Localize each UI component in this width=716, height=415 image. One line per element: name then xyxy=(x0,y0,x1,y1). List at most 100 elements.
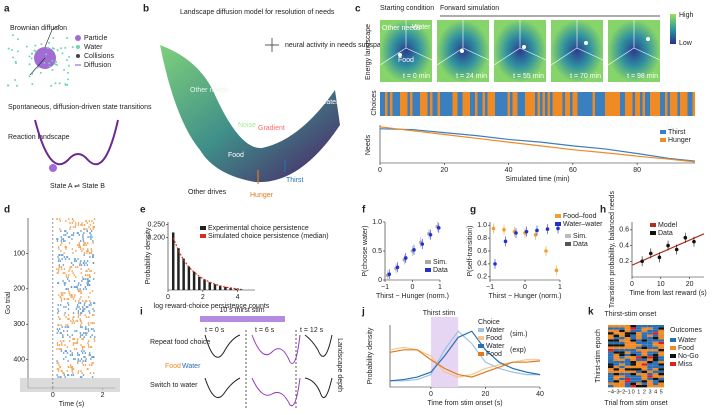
diffusion-path xyxy=(29,24,61,76)
water-dot xyxy=(47,46,50,49)
panel-label: d xyxy=(4,205,10,216)
cell xyxy=(652,329,659,333)
lick xyxy=(89,336,92,338)
lick xyxy=(92,242,94,244)
lick xyxy=(64,282,67,284)
cell xyxy=(613,325,620,328)
lick xyxy=(58,248,60,250)
cell xyxy=(613,373,620,376)
region-label: Other needs xyxy=(190,87,229,94)
choice xyxy=(417,92,420,116)
choice xyxy=(565,92,568,116)
lick xyxy=(86,332,88,334)
states: State A ⇌ State B xyxy=(50,183,105,190)
lick xyxy=(90,250,93,252)
lick xyxy=(81,362,84,364)
cell xyxy=(647,380,653,383)
water-dot xyxy=(71,46,74,49)
lick xyxy=(93,302,96,304)
lick xyxy=(89,232,91,234)
cell xyxy=(619,358,625,361)
bar xyxy=(213,284,217,290)
lick xyxy=(87,322,90,324)
lick xyxy=(60,344,63,346)
cell xyxy=(630,382,636,385)
x-tick-label: 1 xyxy=(558,284,562,291)
bar xyxy=(171,232,175,290)
cell xyxy=(624,334,631,337)
lick xyxy=(76,306,78,308)
lick xyxy=(73,274,76,276)
legend-swatch xyxy=(478,344,484,348)
legend-swatch xyxy=(670,362,676,366)
choice xyxy=(420,92,423,116)
x-tick-label: 60 xyxy=(569,167,577,174)
cell xyxy=(624,373,631,376)
line xyxy=(390,330,540,382)
lick xyxy=(88,276,91,278)
cell xyxy=(636,368,642,371)
cell xyxy=(652,349,659,352)
lick xyxy=(86,230,89,232)
water-dot xyxy=(51,68,54,71)
choice xyxy=(675,92,678,116)
lick xyxy=(92,278,95,280)
lick xyxy=(91,290,94,292)
cell xyxy=(624,341,631,345)
line xyxy=(389,330,541,382)
x-tick-label: 3 xyxy=(648,389,651,395)
lick xyxy=(82,234,84,236)
legend-swatch xyxy=(565,242,571,246)
lick xyxy=(68,292,71,294)
bar xyxy=(203,279,206,290)
cell xyxy=(658,341,664,345)
lick xyxy=(76,244,79,246)
lick xyxy=(71,334,74,336)
lick xyxy=(58,294,60,296)
lick xyxy=(75,342,77,344)
lick xyxy=(80,296,82,298)
choice xyxy=(557,92,560,116)
lick xyxy=(63,230,66,232)
x-tick-label: 20 xyxy=(686,281,694,288)
lick xyxy=(70,320,72,322)
lick xyxy=(57,256,59,258)
cell xyxy=(608,344,614,347)
lick xyxy=(58,254,61,256)
lick xyxy=(70,286,73,288)
lick xyxy=(86,248,89,250)
lick xyxy=(77,370,80,372)
lick xyxy=(66,278,69,280)
point xyxy=(666,243,670,248)
lick xyxy=(77,288,79,290)
water-dot xyxy=(51,47,54,50)
lick xyxy=(74,224,77,226)
lick xyxy=(85,334,87,336)
cell xyxy=(624,337,631,340)
axis xyxy=(27,218,115,389)
cell xyxy=(641,327,648,330)
lick xyxy=(79,376,82,378)
lick xyxy=(92,254,94,256)
cell xyxy=(647,346,653,349)
lick xyxy=(82,244,85,246)
lick xyxy=(81,326,83,328)
choice xyxy=(602,92,605,116)
choice xyxy=(385,92,388,116)
cell xyxy=(613,332,620,335)
lick xyxy=(60,376,62,378)
x-tick-label: 0 xyxy=(411,284,415,291)
legend-label: Particle xyxy=(84,35,107,42)
lick xyxy=(87,280,89,282)
y-tick-label: 0.6 xyxy=(477,248,487,255)
panel-label: b xyxy=(143,4,149,15)
cell xyxy=(658,375,664,378)
lick xyxy=(79,240,82,242)
lick xyxy=(73,348,76,350)
lick xyxy=(71,354,74,356)
water-dot xyxy=(31,83,34,86)
basin-label: Water xyxy=(182,363,201,370)
lick xyxy=(81,334,84,336)
lick xyxy=(63,314,66,316)
lick xyxy=(87,368,89,370)
